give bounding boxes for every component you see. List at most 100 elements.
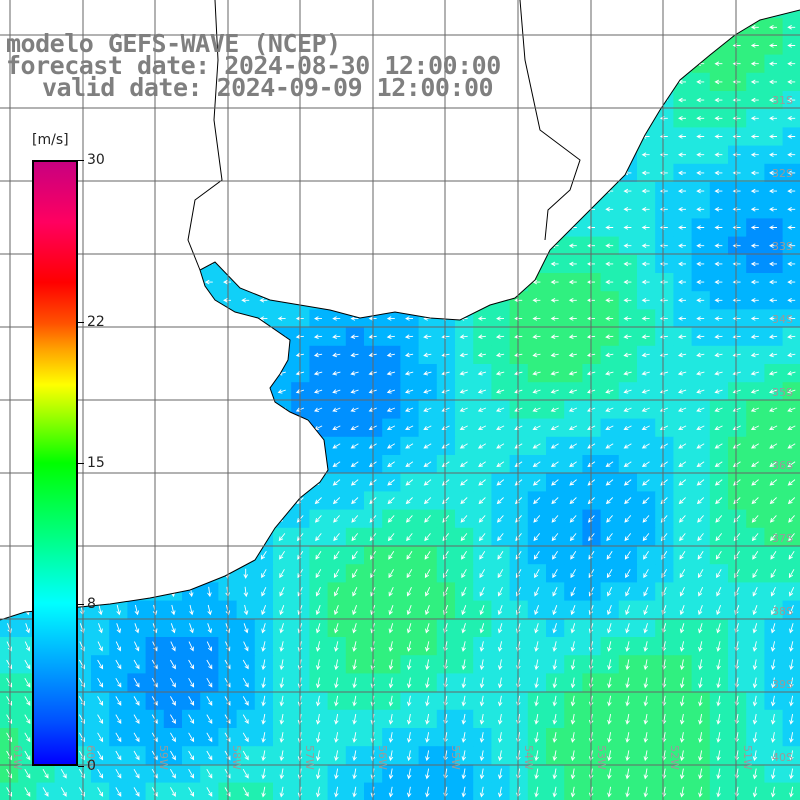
wind-arrow [186, 389, 195, 394]
wind-cell [236, 218, 256, 238]
wind-cell [509, 200, 529, 219]
wind-cell [236, 473, 256, 492]
wind-arrow [132, 316, 141, 321]
wind-arrow [441, 25, 450, 30]
wind-arrow [750, 370, 760, 376]
wind-cell [527, 163, 547, 183]
wind-arrow [188, 714, 195, 725]
wind-arrow [787, 334, 796, 340]
wind-arrow [696, 225, 705, 230]
wind-arrow [477, 188, 486, 194]
wind-cell [345, 273, 365, 292]
wind-cell [91, 218, 110, 238]
wind-arrow [623, 152, 632, 157]
wind-cell [582, 109, 602, 128]
wind-arrow [496, 43, 504, 48]
wind-cell [273, 218, 292, 238]
wind-arrow [678, 97, 686, 103]
wind-cell [273, 182, 292, 201]
wind-arrow [206, 659, 213, 670]
wind-arrow [605, 461, 614, 468]
wind-cell [109, 273, 128, 292]
wind-cell [273, 200, 292, 219]
wind-arrow [641, 25, 650, 30]
wind-cell [418, 291, 438, 310]
wind-arrow [350, 461, 359, 468]
wind-arrow [132, 188, 140, 194]
colorbar-tick-label: 15 [87, 455, 105, 471]
wind-arrow [23, 424, 31, 431]
wind-arrow [186, 261, 195, 267]
wind-arrow [243, 478, 249, 487]
wind-cell [236, 364, 256, 383]
wind-arrow [768, 370, 778, 376]
wind-arrow [459, 389, 468, 394]
wind-arrow [479, 713, 485, 725]
wind-arrow [496, 497, 504, 505]
wind-arrow [334, 695, 339, 707]
wind-arrow [77, 389, 86, 394]
wind-arrow [260, 497, 268, 505]
wind-arrow [95, 188, 104, 194]
wind-arrow [332, 225, 341, 230]
wind-arrow [406, 533, 413, 542]
wind-arrow [24, 496, 30, 506]
wind-arrow [623, 225, 632, 230]
wind-arrow [5, 406, 13, 413]
wind-arrow [477, 370, 487, 376]
wind-cell [127, 473, 147, 492]
wind-arrow [406, 695, 412, 707]
wind-cell [309, 109, 329, 128]
wind-arrow [516, 587, 522, 597]
wind-arrow [532, 207, 541, 212]
wind-arrow [478, 461, 486, 468]
wind-arrow [477, 279, 486, 285]
wind-cell [182, 273, 201, 292]
wind-arrow [277, 389, 286, 394]
wind-arrow [386, 243, 395, 248]
wind-arrow [186, 334, 195, 340]
wind-arrow [259, 188, 268, 194]
wind-arrow [733, 533, 741, 542]
wind-arrow [477, 316, 486, 321]
wind-cell [327, 218, 347, 238]
wind-arrow [386, 279, 395, 285]
wind-arrow [534, 677, 539, 689]
wind-arrow [752, 750, 758, 762]
wind-arrow [206, 496, 212, 506]
wind-arrow [479, 641, 485, 652]
wind-arrow [461, 695, 467, 707]
wind-arrow [4, 334, 13, 340]
wind-arrow [623, 461, 632, 468]
wind-arrow [496, 407, 505, 412]
wind-arrow [405, 134, 413, 139]
wind-cell [236, 273, 256, 292]
wind-arrow [497, 695, 503, 707]
wind-arrow [406, 569, 413, 579]
wind-arrow [696, 461, 705, 468]
wind-arrow [678, 407, 687, 412]
wind-arrow [350, 279, 359, 285]
wind-arrow [605, 279, 614, 285]
wind-cell [691, 36, 711, 56]
wind-arrow [623, 279, 632, 285]
wind-cell [91, 10, 110, 19]
wind-cell [200, 145, 219, 165]
wind-cell [127, 564, 147, 583]
wind-arrow [769, 298, 777, 303]
wind-arrow [532, 443, 541, 449]
wind-arrow [532, 461, 541, 468]
wind-arrow [333, 533, 340, 542]
wind-arrow [441, 279, 450, 285]
wind-arrow [315, 641, 321, 652]
wind-arrow [660, 497, 668, 505]
wind-arrow [95, 261, 104, 267]
wind-cell [418, 236, 438, 256]
wind-arrow [714, 279, 723, 285]
wind-arrow [770, 677, 776, 689]
wind-arrow [552, 551, 558, 560]
wind-arrow [568, 407, 578, 412]
wind-arrow [570, 786, 576, 798]
wind-arrow [769, 515, 777, 523]
wind-arrow [752, 786, 758, 798]
